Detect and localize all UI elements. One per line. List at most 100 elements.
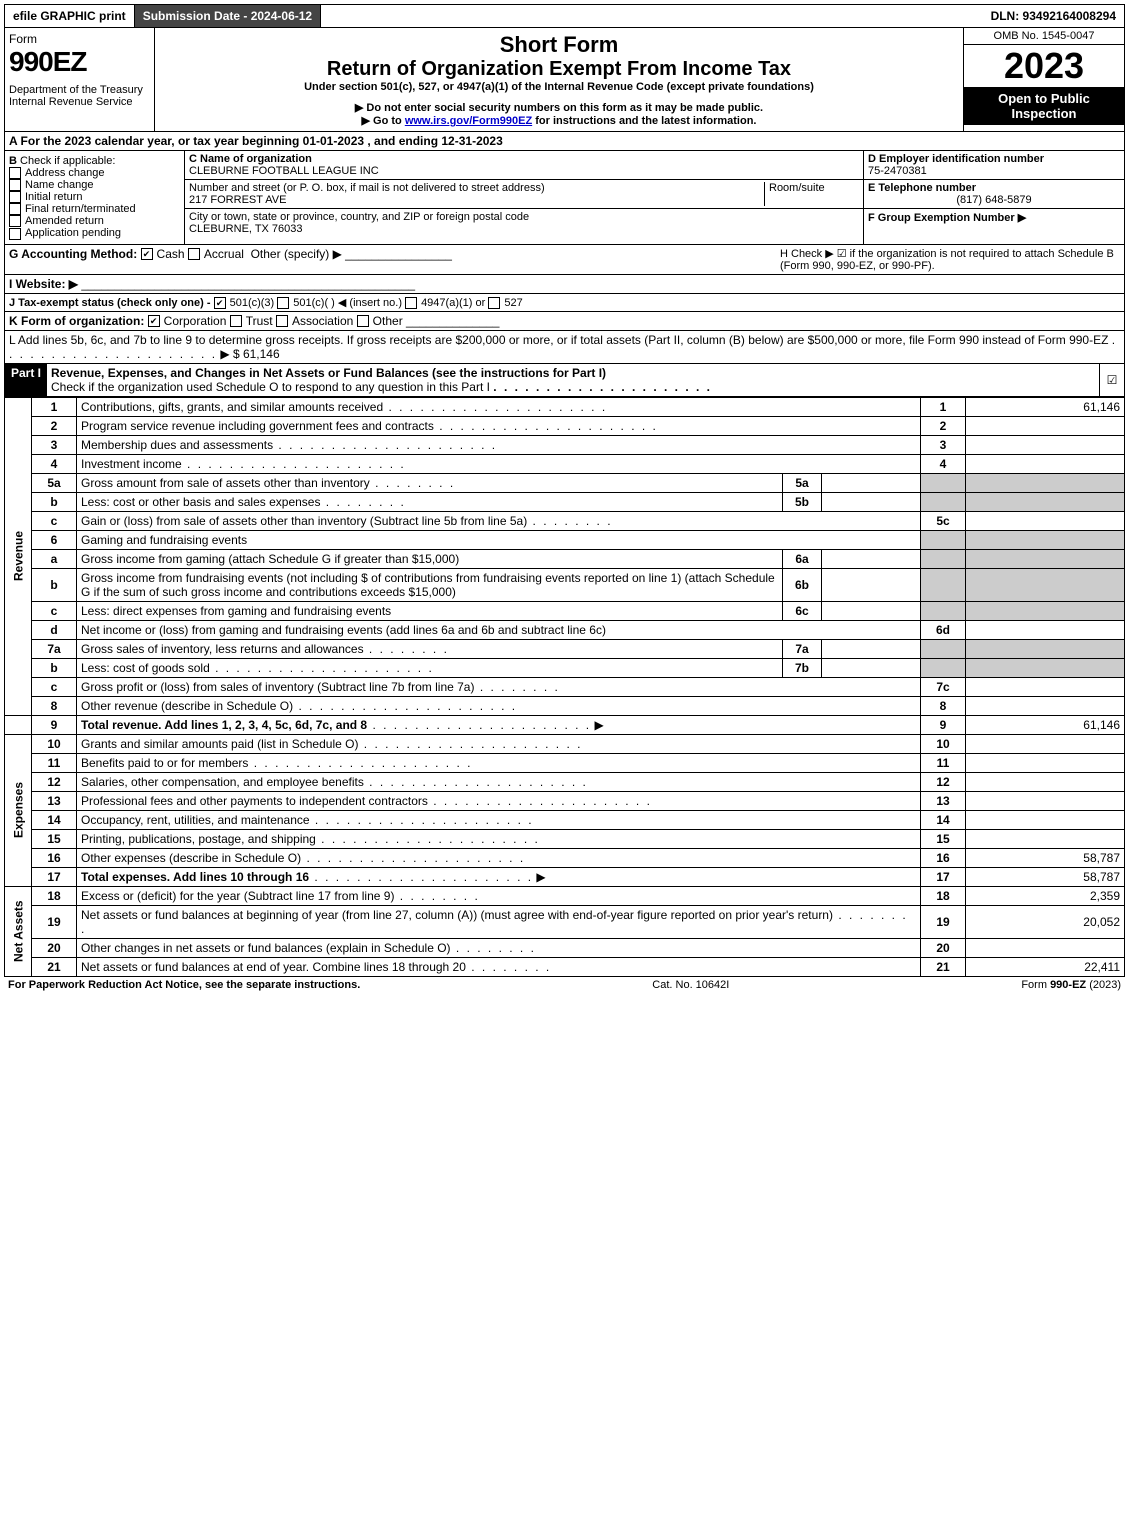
h-check: H Check ▶ ☑ if the organization is not r… [780,247,1120,272]
rev-end [5,715,32,734]
chk-address-label: Address change [25,167,105,179]
part1-dots [493,380,712,394]
part1-sub: Check if the organization used Schedule … [51,380,490,394]
l2-ln: 2 [921,416,966,435]
l12-num: 12 [32,772,77,791]
l21-desc: Net assets or fund balances at end of ye… [81,960,466,974]
chk-amended[interactable] [9,215,21,227]
l18-num: 18 [32,886,77,905]
l5c-amt [966,511,1125,530]
room-suite: Room/suite [764,182,859,206]
other-label: Other (specify) ▶ [251,247,342,261]
l8-num: 8 [32,696,77,715]
l4-desc: Investment income [81,457,182,471]
accrual-label: Accrual [204,247,244,261]
l11-num: 11 [32,753,77,772]
l6-grey [921,530,966,549]
l17-num: 17 [32,867,77,886]
chk-name[interactable] [9,179,21,191]
street-label: Number and street (or P. O. box, if mail… [189,182,545,194]
l17-desc: Total expenses. Add lines 10 through 16 [81,870,309,884]
i-website: I Website: ▶ ___________________________… [4,275,1125,294]
form-header: Form 990EZ Department of the Treasury In… [4,28,1125,132]
chk-527[interactable] [488,297,500,309]
k-label: K Form of organization: [9,314,144,328]
chk-name-label: Name change [25,179,94,191]
submission-date: Submission Date - 2024-06-12 [135,5,321,27]
chk-address[interactable] [9,167,21,179]
efile-print-button[interactable]: efile GRAPHIC print [5,5,135,27]
l19-desc: Net assets or fund balances at beginning… [81,908,833,922]
return-title: Return of Organization Exempt From Incom… [159,58,959,81]
l5b-subval [822,492,921,511]
part1-check[interactable]: ☑ [1099,364,1124,396]
l5b-grey2 [966,492,1125,511]
tax-year: 2023 [964,45,1124,87]
l13-num: 13 [32,791,77,810]
l6-desc: Gaming and fundraising events [77,530,921,549]
chk-initial[interactable] [9,191,21,203]
chk-cash[interactable]: ✔ [141,248,153,260]
irs-link[interactable]: www.irs.gov/Form990EZ [405,115,532,127]
l18-ln: 18 [921,886,966,905]
l8-ln: 8 [921,696,966,715]
l12-desc: Salaries, other compensation, and employ… [81,775,364,789]
chk-other[interactable] [357,315,369,327]
chk-final-label: Final return/terminated [25,203,136,215]
l6b-desc: Gross income from fundraising events (no… [77,568,783,601]
expenses-side: Expenses [5,734,32,886]
l7b-grey2 [966,658,1125,677]
l3-amt [966,435,1125,454]
l8-amt [966,696,1125,715]
j-label: J Tax-exempt status (check only one) - [9,297,211,309]
l6b-sub: 6b [783,568,822,601]
l5b-desc: Less: cost or other basis and sales expe… [81,495,320,509]
l15-desc: Printing, publications, postage, and shi… [81,832,316,846]
l11-amt [966,753,1125,772]
city-block: City or town, state or province, country… [185,209,863,237]
ein-block: D Employer identification number 75-2470… [864,151,1124,180]
ein-value: 75-2470381 [868,165,927,177]
j-status: J Tax-exempt status (check only one) - ✔… [4,294,1125,312]
goto-prefix: ▶ Go to [362,115,405,127]
spacer [321,5,982,27]
l-text: L Add lines 5b, 6c, and 7b to line 9 to … [9,333,1108,347]
l3-desc: Membership dues and assessments [81,438,273,452]
chk-final[interactable] [9,203,21,215]
k-assoc: Association [292,314,353,328]
chk-corp[interactable]: ✔ [148,315,160,327]
l13-ln: 13 [921,791,966,810]
group-exemption: F Group Exemption Number ▶ [864,209,1124,226]
l6c-sub: 6c [783,601,822,620]
l5b-num: b [32,492,77,511]
l5a-grey [921,473,966,492]
chk-501c3[interactable]: ✔ [214,297,226,309]
chk-accrual[interactable] [188,248,200,260]
org-name-block: C Name of organization CLEBURNE FOOTBALL… [185,151,863,180]
short-form-title: Short Form [159,32,959,58]
chk-assoc[interactable] [276,315,288,327]
org-name: CLEBURNE FOOTBALL LEAGUE INC [189,165,379,177]
l1-ln: 1 [921,397,966,416]
chk-trust[interactable] [230,315,242,327]
l6b-grey [921,568,966,601]
k-form-org: K Form of organization: ✔Corporation Tru… [4,312,1125,331]
chk-501c[interactable] [277,297,289,309]
l21-amt: 22,411 [966,957,1125,976]
chk-pending[interactable] [9,228,21,240]
l6b-subval [822,568,921,601]
l14-desc: Occupancy, rent, utilities, and maintena… [81,813,310,827]
j-527: 527 [504,297,522,309]
l7a-subval [822,639,921,658]
l6d-ln: 6d [921,620,966,639]
part1-title-text: Revenue, Expenses, and Changes in Net As… [51,366,606,380]
chk-4947[interactable] [405,297,417,309]
org-block: C Name of organization CLEBURNE FOOTBALL… [185,151,864,244]
l16-amt: 58,787 [966,848,1125,867]
l1-desc: Contributions, gifts, grants, and simila… [81,400,383,414]
l5a-sub: 5a [783,473,822,492]
header-right: OMB No. 1545-0047 2023 Open to Public In… [964,28,1124,131]
l6c-subval [822,601,921,620]
l6c-grey [921,601,966,620]
l5a-subval [822,473,921,492]
